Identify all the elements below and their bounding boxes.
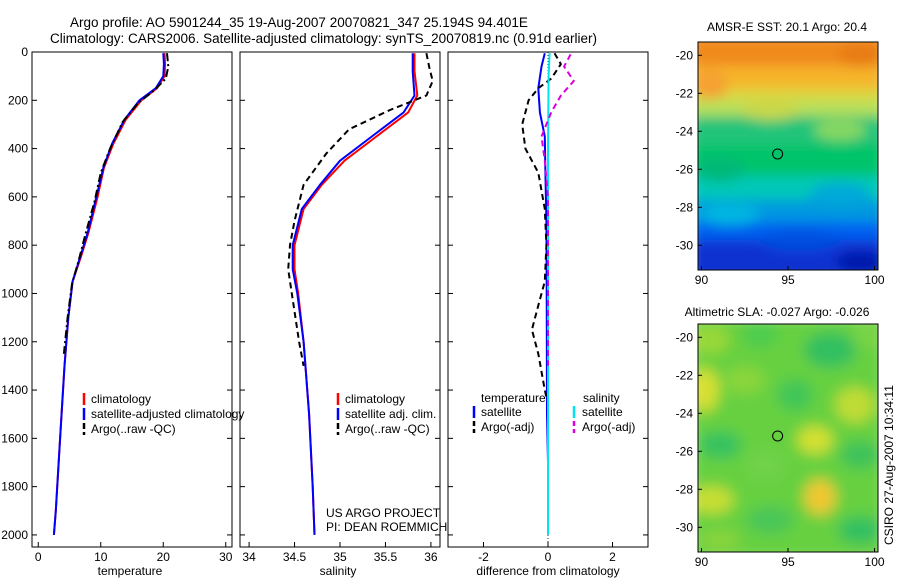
map-y-tick-label: -24 [676,124,694,138]
map-y-tick-label: -30 [676,238,694,252]
sst-map-title: AMSR-E SST: 20.1 Argo: 20.4 [707,20,867,34]
salinity-profile-panel: 34 34.5 35 35.5 36 salinity climatology sate… [239,51,447,578]
sla-map-panel: Altimetric SLA: -0.027 Argo: -0.026 [676,305,885,569]
series-line-argo-raw-qc [287,53,434,367]
legend-label-climatology: climatology [345,392,405,406]
map-x-tick-label: 95 [781,273,795,287]
map-y-tick-label: -22 [676,86,694,100]
map-y-tick-label: -20 [676,330,694,344]
y-tick-label: 400 [8,142,28,156]
y-tick-label: 200 [8,93,28,107]
map-y-tick-label: -30 [676,520,694,534]
sla-argo-location-marker [772,430,784,442]
map-x-tick-label: 100 [865,555,885,569]
y-tick-label: 600 [8,190,28,204]
map-x-tick-label: 95 [781,555,795,569]
temperature-legend: climatology satellite-adjusted climatolo… [82,392,244,436]
map-x-tick-label: 90 [695,273,709,287]
map-y-tick-label: -26 [676,444,694,458]
side-stamp: CSIRO 27-Aug-2007 10:34:11 [882,385,896,545]
y-tick-label: 1400 [1,383,28,397]
x-tick-label: 10 [94,550,108,564]
y-tick-label: 1000 [1,286,28,300]
map-y-tick-label: -28 [676,200,694,214]
sst-map-panel: AMSR-E SST: 20.1 Argo: 20.4 [676,20,885,287]
temperature-axes-frame [31,51,233,548]
map-y-tick-label: -22 [676,368,694,382]
difference-profile-panel: -2 0 2 difference from climatology tempera… [447,51,649,578]
difference-legend: temperature satellite Argo(-adj) salinit… [472,391,635,434]
x-tick-label: 0 [35,550,42,564]
sst-heatmap [698,42,878,270]
sst-argo-location-marker [772,148,784,160]
y-tick-label: 0 [21,45,28,59]
x-tick-label: 36 [424,550,438,564]
temperature-xlabel: temperature [98,564,163,578]
legend-label-satellite: satellite-adjusted climatology [91,407,244,421]
legend-label-sal-argo: Argo(-adj) [582,420,635,434]
x-tick-label: 34.5 [283,550,307,564]
sla-heatmap [698,324,878,552]
pi-annotation: PI: DEAN ROEMMICH [326,520,447,534]
y-tick-label: 1200 [1,335,28,349]
legend-label-temp-argo: Argo(-adj) [481,420,534,434]
project-annotation: US ARGO PROJECT [326,506,441,520]
series-line-argo-raw-qc [62,53,170,354]
map-x-tick-label: 100 [865,273,885,287]
legend-heading-salinity: salinity [583,391,620,405]
legend-label-satellite: satellite adj. clim. [345,407,436,421]
legend-heading-temperature: temperature [481,391,546,405]
sla-map-title: Altimetric SLA: -0.027 Argo: -0.026 [685,305,870,319]
x-tick-label: 30 [219,550,233,564]
salinity-xlabel: salinity [320,564,357,578]
x-tick-label: 35 [333,550,347,564]
x-tick-label: 20 [157,550,171,564]
figure-title-line1: Argo profile: AO 5901244_35 19-Aug-2007 … [70,15,528,30]
x-tick-label: 34 [242,550,256,564]
map-y-tick-label: -28 [676,482,694,496]
x-tick-label: 0 [545,550,552,564]
legend-label-temp-satellite: satellite [481,405,522,419]
map-y-tick-label: -24 [676,406,694,420]
series-line-temperature-satellite [537,52,549,463]
map-y-tick-label: -20 [676,48,694,62]
difference-xlabel: difference from climatology [476,564,619,578]
legend-label-climatology: climatology [91,392,151,406]
salinity-axes-frame [239,51,441,548]
temperature-profile-panel: 0 10 20 30 0 200 400 600 800 1000 1200 1400 1600 1800… [1,45,244,578]
series-line-temperature-argo-adj [521,52,562,398]
legend-label-sal-satellite: satellite [582,405,623,419]
figure-title-line2: Climatology: CARS2006. Satellite-adjuste… [50,31,597,46]
legend-label-argo: Argo(..raw -QC) [345,422,430,436]
x-tick-label: 35.5 [374,550,398,564]
map-y-tick-label: -26 [676,162,694,176]
y-tick-label: 1600 [1,431,28,445]
x-tick-label: -2 [478,550,489,564]
x-tick-label: 2 [609,550,616,564]
map-x-tick-label: 90 [695,555,709,569]
series-line-salinity-argo-adj [540,53,575,366]
y-tick-label: 2000 [1,528,28,542]
y-tick-label: 1800 [1,480,28,494]
y-tick-label: 800 [8,238,28,252]
salinity-legend: climatology satellite adj. clim. Argo(..… [336,392,436,436]
series-line-satellite-adj-clim [291,53,416,535]
legend-label-argo: Argo(..raw -QC) [91,422,176,436]
